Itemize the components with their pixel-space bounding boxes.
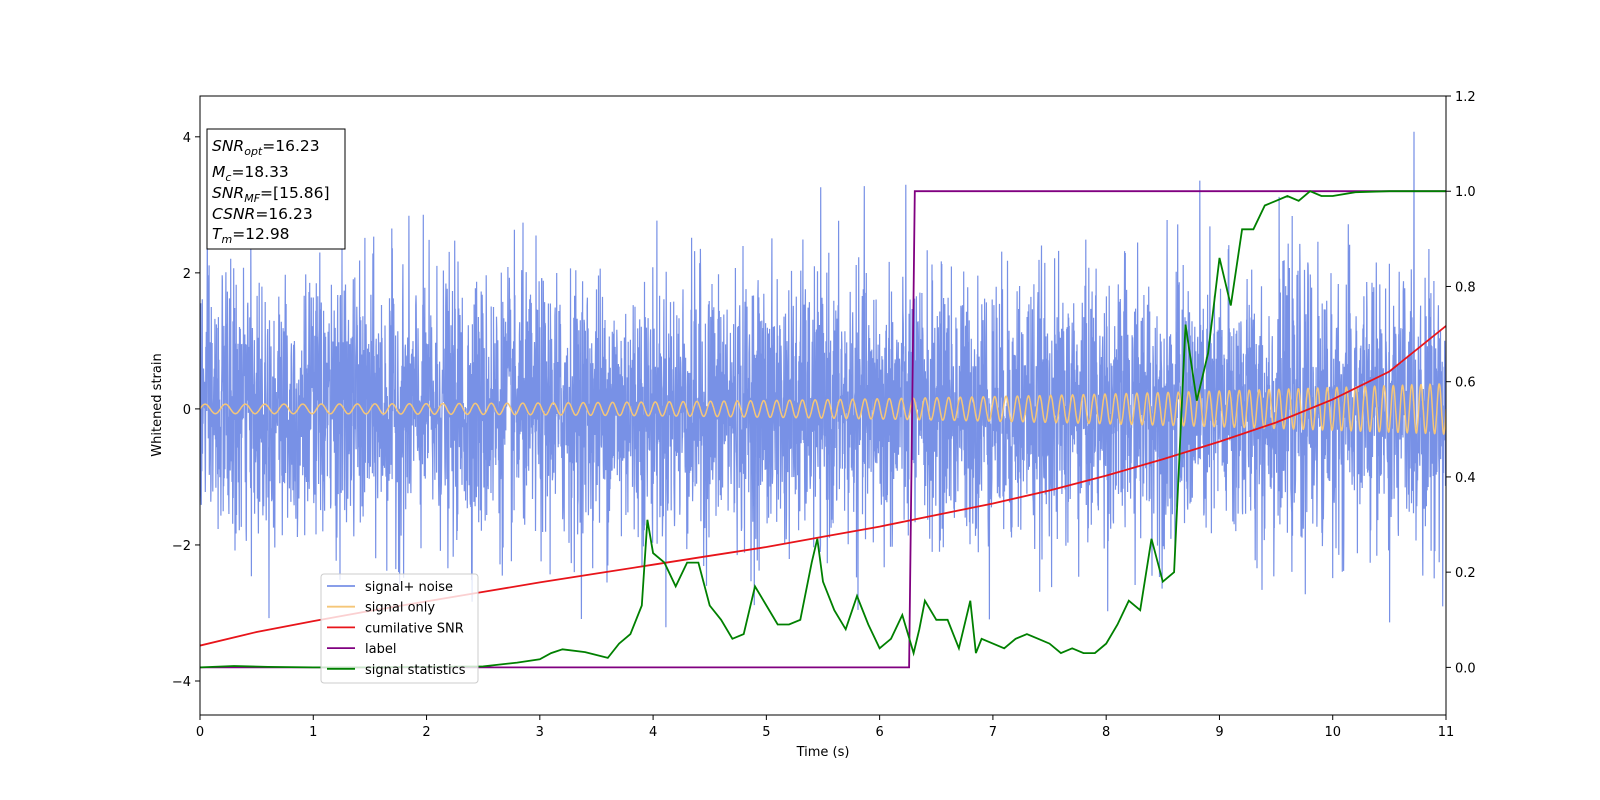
legend: signal+ noise signal only cumilative SNR la…: [320, 573, 479, 684]
x-tick-label: 1: [309, 725, 317, 740]
y2-tick-label: 1.0: [1455, 185, 1476, 200]
y2-tick-label: 0.6: [1455, 376, 1476, 391]
legend-label: cumilative SNR: [365, 621, 464, 636]
legend-label: signal only: [365, 601, 435, 616]
stats-snr-mf-label: SNR: [212, 184, 244, 202]
y-tick-label: 0: [183, 403, 191, 418]
stats-snr-mf-value: =[15.86]: [260, 184, 329, 202]
stats-tm-label: T: [212, 225, 223, 243]
x-tick-label: 6: [875, 725, 883, 740]
series-signal-only: [200, 383, 1446, 436]
y-tick-label: −2: [172, 539, 191, 554]
series-signal-statistics: [200, 190, 1446, 669]
stats-csnr: CSNR=16.23: [212, 205, 313, 223]
legend-frame: [320, 573, 479, 684]
y-axis-ticks: −4 −2 0 2 4: [172, 131, 200, 690]
y2-tick-label: 1.2: [1455, 90, 1476, 105]
stats-mc-label: M: [212, 163, 225, 181]
stats-tm-value: =12.98: [232, 225, 289, 243]
stats-snr-mf: SNRMF=[15.86]: [212, 184, 330, 205]
y2-axis-ticks: 0.0 0.2 0.4 0.6 0.8 1.0 1.2: [1446, 90, 1476, 676]
stats-box: SNRopt=16.23 Mc=18.33 SNRMF=[15.86] CSNR…: [206, 128, 346, 250]
series-label: [200, 190, 1446, 669]
y2-tick-label: 0.2: [1455, 566, 1476, 581]
legend-items: signal+ noise signal only cumilative SNR la…: [327, 580, 466, 678]
legend-label: label: [365, 642, 396, 657]
stats-snr-opt: SNRopt=16.23: [212, 137, 320, 158]
stats-snr-opt-value: =16.23: [262, 137, 319, 155]
y-tick-label: 4: [183, 131, 191, 146]
legend-label: signal statistics: [365, 663, 466, 678]
y2-tick-label: 0.4: [1455, 471, 1476, 486]
x-tick-label: 0: [196, 725, 204, 740]
stats-snr-mf-sub: MF: [244, 192, 260, 205]
x-tick-label: 5: [762, 725, 770, 740]
x-tick-label: 8: [1102, 725, 1110, 740]
y2-tick-label: 0.0: [1455, 661, 1476, 676]
stats-tm-sub: m: [221, 233, 232, 246]
x-tick-label: 2: [422, 725, 430, 740]
x-axis-label: Time (s): [796, 745, 850, 760]
x-axis-ticks: 0 1 2 3 4 5 6 7 8 9 10 11: [196, 715, 1454, 740]
y-tick-label: 2: [183, 267, 191, 282]
x-tick-label: 4: [649, 725, 657, 740]
x-tick-label: 11: [1438, 725, 1455, 740]
stats-csnr-label: CSNR: [212, 205, 255, 223]
x-tick-label: 9: [1215, 725, 1223, 740]
x-tick-label: 3: [536, 725, 544, 740]
stats-mc-value: =18.33: [231, 163, 288, 181]
x-tick-label: 7: [989, 725, 997, 740]
stats-snr-opt-sub: opt: [244, 145, 263, 158]
stats-mc: Mc=18.33: [212, 163, 289, 184]
stats-box-frame: [206, 128, 346, 250]
x-tick-label: 10: [1324, 725, 1341, 740]
y-axis-label: Whitened strain: [150, 353, 165, 456]
legend-label: signal+ noise: [365, 580, 453, 595]
series-signal-noise: [200, 131, 1446, 628]
stats-snr-opt-label: SNR: [212, 137, 244, 155]
y-tick-label: −4: [172, 675, 191, 690]
y2-tick-label: 0.8: [1455, 280, 1476, 295]
stats-mc-sub: c: [225, 171, 231, 184]
stats-csnr-value: =16.23: [255, 205, 312, 223]
axes-frame: [199, 95, 1447, 716]
stats-tm: Tm=12.98: [212, 225, 290, 246]
